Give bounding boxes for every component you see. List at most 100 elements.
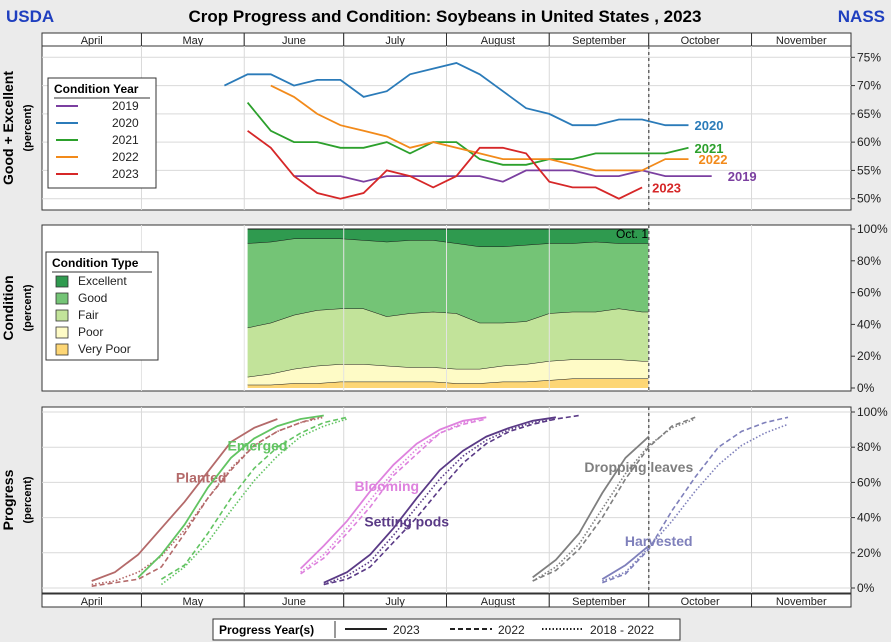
series-end-label-2023: 2023: [652, 180, 681, 195]
area-good: [247, 238, 649, 328]
month-label-april: April: [81, 35, 103, 47]
progress-line-harvested-y2023: [601, 545, 650, 580]
legend-swatch-fair: [55, 309, 69, 322]
progress-line-emerged-y2022: [160, 416, 348, 580]
y-tick-label: 40%: [857, 317, 881, 331]
good-excellent-y-unit: (percent): [22, 104, 34, 151]
month-label-november: November: [776, 596, 827, 608]
area-fair: [247, 308, 649, 377]
y-tick-label: 80%: [857, 440, 881, 454]
condition-type-legend-box: [45, 251, 159, 361]
series-end-label-2021: 2021: [695, 141, 724, 156]
progress-year-legend-title: Progress Year(s): [219, 623, 314, 637]
y-tick-label: 70%: [857, 79, 881, 93]
series-end-label-2019: 2019: [728, 169, 757, 184]
legend-swatch-poor: [55, 326, 69, 339]
area-poor: [247, 359, 649, 385]
progress-year-legend: Progress Year(s) 2023 2022 2018 - 2022: [212, 618, 681, 641]
y-tick-label: 20%: [857, 349, 881, 363]
stage-label-harvested: Harvested: [625, 533, 693, 549]
progress-y-ticks: 0% 20% 40% 60% 80% 100%: [851, 405, 888, 595]
month-label-august: August: [481, 596, 515, 608]
good-excellent-y-label: Good + Excellent: [0, 71, 16, 185]
month-cell: [751, 593, 852, 608]
month-label-june: June: [282, 596, 306, 608]
y-tick-label: 20%: [857, 546, 881, 560]
y-tick-label: 50%: [857, 192, 881, 206]
y-tick-label: 55%: [857, 163, 881, 177]
progress-line-emerged-avg: [160, 418, 348, 586]
y-tick-label: 80%: [857, 254, 881, 268]
month-label-may: May: [182, 596, 203, 608]
y-tick-label: 100%: [857, 222, 888, 236]
stage-label-emerged: Emerged: [228, 438, 288, 454]
y-tick-label: 65%: [857, 107, 881, 121]
progress-line-setting-pods-y2022: [323, 414, 580, 586]
page-title: Crop Progress and Condition: Soybeans in…: [189, 7, 702, 26]
stage-label-setting-pods: Setting pods: [364, 513, 449, 529]
progress-year-legend-box: [212, 618, 681, 641]
legend-label-2019: 2019: [112, 99, 139, 113]
month-label-october: October: [681, 596, 720, 608]
condition-type-legend-title: Condition Type: [52, 256, 139, 270]
series-line-2020: [224, 62, 689, 127]
month-label-september: September: [572, 35, 626, 47]
legend-label-2022: 2022: [112, 150, 139, 164]
legend-label-2021: 2021: [112, 133, 139, 147]
series-line-2023: [247, 130, 643, 200]
month-label-august: August: [481, 35, 515, 47]
progress-line-blooming-y2023: [299, 416, 487, 570]
progress-line-emerged-y2023: [137, 414, 324, 579]
progress-line-dropping-leaves-y2023: [532, 435, 650, 579]
legend-swatch-very-poor: [55, 343, 69, 356]
series-end-label-2020: 2020: [695, 118, 724, 133]
series-end-label-2022: 2022: [699, 152, 728, 167]
y-tick-label: 100%: [857, 405, 888, 419]
progress-line-planted-y2023: [91, 418, 278, 582]
y-tick-label: 60%: [857, 475, 881, 489]
progress-line-planted-y2022: [91, 414, 325, 587]
progress-y-label: Progress: [0, 469, 16, 530]
condition-year-legend-title: Condition Year: [54, 82, 139, 96]
progress-line-blooming-avg: [300, 416, 487, 573]
condition-panel: 0% 20% 40% 60% 80% 100% Oct. 1 Condition (per…: [0, 222, 888, 395]
area-very-poor: [247, 378, 649, 388]
condition-year-legend-box: [47, 77, 157, 189]
progress-y-unit: (percent): [22, 476, 34, 523]
legend-label-2022: 2022: [498, 623, 525, 637]
nass-logo-text: NASS: [838, 7, 885, 26]
progress-line-blooming-y2022: [300, 418, 487, 575]
progress-line-harvested-y2022: [602, 416, 789, 584]
month-label-april: April: [81, 596, 103, 608]
y-tick-label: 60%: [857, 135, 881, 149]
legend-label-2023: 2023: [393, 623, 420, 637]
progress-line-dropping-leaves-avg: [532, 418, 696, 582]
month-label-november: November: [776, 35, 827, 47]
y-tick-label: 60%: [857, 286, 881, 300]
y-tick-label: 0%: [857, 381, 875, 395]
legend-label-excellent: Excellent: [78, 274, 127, 288]
bottom-month-axis: April May June July August September October No…: [41, 593, 852, 608]
legend-label-2020: 2020: [112, 116, 139, 130]
condition-type-legend: Condition Type Excellent Good Fair Poor Very…: [45, 251, 159, 361]
month-label-july: July: [385, 35, 405, 47]
usda-logo-text: USDA: [6, 7, 54, 26]
progress-line-setting-pods-y2023: [323, 416, 557, 584]
stage-label-dropping-leaves: Dropping leaves: [584, 459, 693, 475]
y-tick-label: 0%: [857, 581, 875, 595]
legend-label-poor: Poor: [78, 325, 103, 339]
month-label-october: October: [681, 35, 720, 47]
condition-y-unit: (percent): [22, 284, 34, 331]
legend-label-2023: 2023: [112, 167, 139, 181]
condition-year-legend: Condition Year 2019 2020 2021 2022 2023: [47, 77, 157, 189]
condition-y-ticks: 0% 20% 40% 60% 80% 100%: [851, 222, 888, 395]
progress-line-setting-pods-avg: [323, 418, 557, 586]
legend-swatch-good: [55, 292, 69, 305]
month-label-may: May: [182, 35, 203, 47]
legend-label-good: Good: [78, 291, 107, 305]
legend-label-2018-2022: 2018 - 2022: [590, 623, 654, 637]
stage-label-blooming: Blooming: [355, 478, 420, 494]
